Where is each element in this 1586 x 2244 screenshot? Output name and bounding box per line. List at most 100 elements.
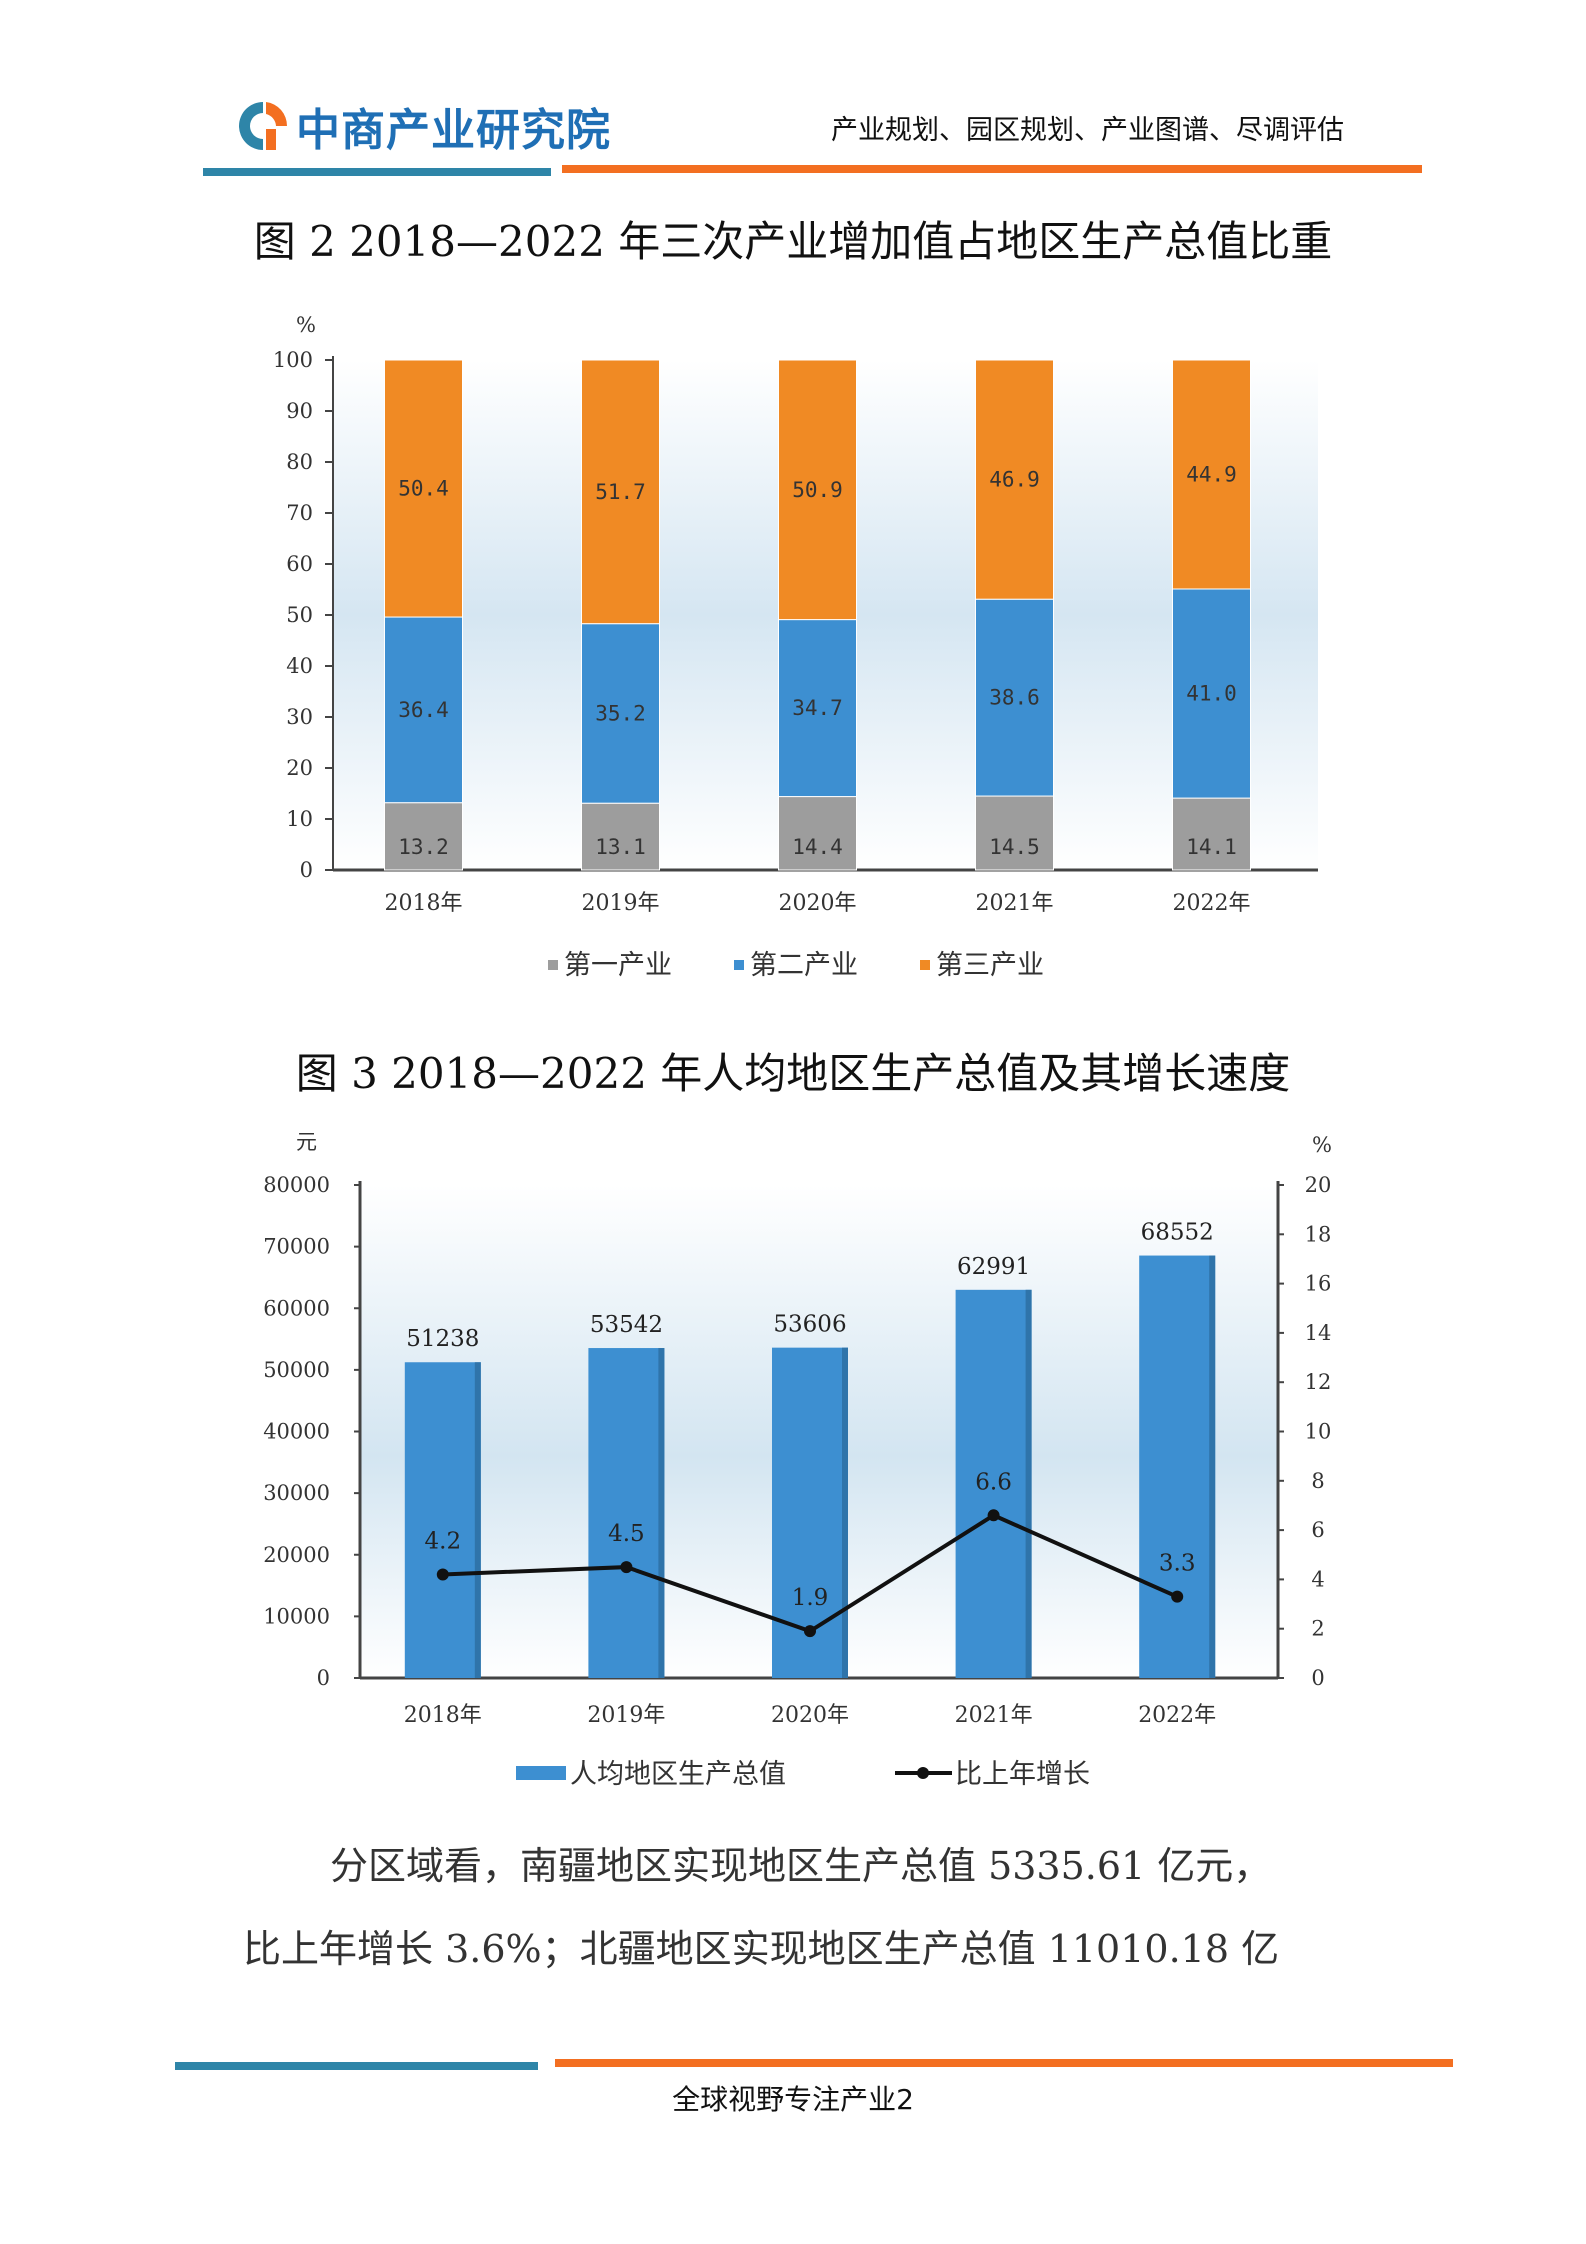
figure3-category-label: 2020年 <box>771 1703 849 1728</box>
figure3-bar-value-label: 68552 <box>1141 1220 1214 1246</box>
figure2-value-label: 14.5 <box>989 835 1040 859</box>
figure2-bar-series-2-2 <box>778 359 857 621</box>
header-rule-blue <box>203 168 551 176</box>
footer-text: 全球视野专注产业2 <box>672 2083 914 2116</box>
figure3-legend-bar-swatch <box>516 1766 566 1780</box>
figure2-value-label: 51.7 <box>595 480 646 504</box>
figure2-value-label: 41.0 <box>1186 682 1237 706</box>
brand-logo-icon <box>239 102 288 150</box>
figure2-bar-series-0-4 <box>1172 797 1251 871</box>
figure2-value-label: 13.2 <box>398 835 449 859</box>
figure3-growth-value-label: 3.3 <box>1159 1551 1196 1577</box>
figure3-bar-1 <box>588 1348 665 1678</box>
figure2-y-tick-label: 100 <box>273 348 313 372</box>
figure2-bar-series-1-1 <box>581 623 660 804</box>
figure2-bar-series-1-3 <box>975 598 1054 797</box>
figure2-category-label: 2022年 <box>1173 891 1251 916</box>
figure3-title: 图 3 2018—2022 年人均地区生产总值及其增长速度 <box>295 1049 1291 1098</box>
figure3-growth-point <box>987 1509 1000 1522</box>
figure3-right-tick-label: 12 <box>1305 1370 1332 1394</box>
figure2-y-tick-label: 20 <box>286 756 313 780</box>
figure2-value-label: 13.1 <box>595 835 646 859</box>
figure2-bar-series-1-0 <box>384 616 463 804</box>
figure3-growth-value-label: 4.5 <box>608 1521 645 1547</box>
figure2-value-label: 35.2 <box>595 701 646 725</box>
figure2-value-label: 50.4 <box>398 477 449 501</box>
brand-name: 中商产业研究院 <box>296 105 611 156</box>
figure3-category-label: 2022年 <box>1138 1703 1216 1728</box>
figure2-legend-swatch <box>920 960 930 970</box>
figure2-bar-series-2-1 <box>581 359 660 625</box>
figure3-right-tick-label: 20 <box>1305 1173 1332 1197</box>
figure2-legend-swatch <box>548 960 558 970</box>
footer-rule-blue <box>175 2062 538 2070</box>
figure3-left-tick-label: 70000 <box>263 1235 330 1259</box>
body-paragraph-line-1: 分区域看，南疆地区实现地区生产总值 5335.61 亿元， <box>330 1844 1272 1888</box>
figure2-ylabel: % <box>296 313 316 337</box>
figure2-value-label: 14.4 <box>792 835 843 859</box>
figure3-growth-value-label: 4.2 <box>425 1528 462 1554</box>
figure3-bar-3 <box>955 1289 1032 1678</box>
figure3-bar-shade <box>842 1347 848 1678</box>
figure3-bar-value-label: 53606 <box>773 1312 846 1338</box>
figure3-right-tick-label: 16 <box>1305 1272 1332 1296</box>
figure3-right-tick-label: 4 <box>1311 1567 1324 1591</box>
figure2-legend-label: 第一产业 <box>564 950 672 981</box>
figure2-bar-series-1-4 <box>1172 588 1251 799</box>
figure3-bar-0 <box>404 1362 481 1678</box>
figure2-y-tick-label: 80 <box>286 450 313 474</box>
figure3-legend-line-label: 比上年增长 <box>955 1759 1090 1790</box>
figure3-chart: 元 % 0 10000 20000 30000 40000 50000 60000 70000… <box>263 1130 1332 1790</box>
figure3-category-label: 2019年 <box>587 1703 665 1728</box>
figure2-y-tick-label: 40 <box>286 654 313 678</box>
figure3-bar-4 <box>1139 1255 1216 1678</box>
figure2-bar-series-2-3 <box>975 359 1054 600</box>
figure3-growth-point <box>1171 1590 1184 1603</box>
figure2-y-tick-label: 60 <box>286 552 313 576</box>
figure3-growth-value-label: 6.6 <box>975 1469 1012 1495</box>
figure2-value-label: 14.1 <box>1186 835 1237 859</box>
figure3-category-label: 2018年 <box>404 1703 482 1728</box>
figure3-left-tick-label: 60000 <box>263 1296 330 1320</box>
figure3-left-tick-label: 20000 <box>263 1543 330 1567</box>
figure2-bar-series-2-0 <box>384 359 463 618</box>
figure3-right-tick-label: 0 <box>1311 1666 1324 1690</box>
figure2-legend-label: 第三产业 <box>936 950 1044 981</box>
figure2-legend-label: 第二产业 <box>750 950 858 981</box>
figure3-ylabel-left: 元 <box>296 1130 317 1154</box>
figure2-y-tick-label: 90 <box>286 399 313 423</box>
figure3-ylabel-right: % <box>1312 1133 1332 1157</box>
figure3-bar-shade <box>658 1348 665 1678</box>
header-rule-orange <box>562 165 1422 173</box>
figure2-y-tick-label: 30 <box>286 705 313 729</box>
figure2-category-label: 2019年 <box>582 891 660 916</box>
figure3-bar-shade <box>1025 1289 1032 1678</box>
figure2-value-label: 36.4 <box>398 698 449 722</box>
figure2-y-tick-label: 70 <box>286 501 313 525</box>
figure3-left-tick-label: 0 <box>317 1666 330 1690</box>
body-paragraph-line-2: 比上年增长 3.6%；北疆地区实现地区生产总值 11010.18 亿 <box>243 1927 1280 1971</box>
header-tagline: 产业规划、园区规划、产业图谱、尽调评估 <box>831 115 1344 146</box>
figure2-y-tick-label: 0 <box>300 858 313 882</box>
figure2-value-label: 44.9 <box>1186 462 1237 486</box>
figure3-left-tick-label: 50000 <box>263 1358 330 1382</box>
figure3-right-tick-label: 8 <box>1311 1469 1324 1493</box>
figure2-bar-series-0-1 <box>581 802 660 871</box>
figure3-right-tick-label: 2 <box>1311 1617 1324 1641</box>
figure2-value-label: 46.9 <box>989 468 1040 492</box>
figure3-left-tick-label: 10000 <box>263 1604 330 1628</box>
figure2-category-label: 2021年 <box>976 891 1054 916</box>
figure3-growth-point <box>620 1561 633 1574</box>
figure3-category-label: 2021年 <box>955 1703 1033 1728</box>
footer-rule-orange <box>555 2059 1453 2067</box>
figure2-y-tick-label: 50 <box>286 603 313 627</box>
figure3-bar-shade <box>474 1362 481 1678</box>
figure3-left-tick-label: 80000 <box>263 1173 330 1197</box>
figure3-right-tick-label: 6 <box>1311 1518 1324 1542</box>
figure2-chart: % 0 10 20 30 40 50 60 70 80 90 100 13.2 36.4 50.4 13.… <box>273 313 1318 981</box>
figure2-value-label: 38.6 <box>989 686 1040 710</box>
figure3-right-tick-label: 10 <box>1305 1420 1332 1444</box>
figure3-left-tick-label: 40000 <box>263 1420 330 1444</box>
figure2-y-tick-label: 10 <box>286 807 313 831</box>
figure3-growth-point <box>436 1568 449 1581</box>
